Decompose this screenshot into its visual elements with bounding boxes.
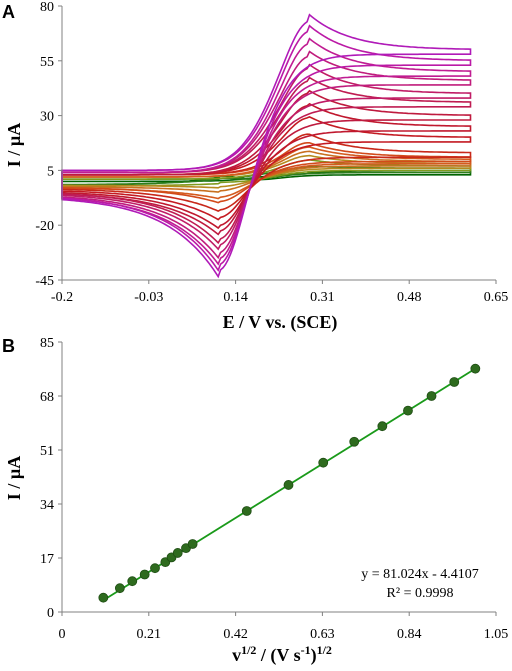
scan-y-tick-label: 34 bbox=[40, 498, 54, 513]
scan-rate-chart: 85 68 51 34 17 0 0 0.21 0.42 0.63 0.84 1.05 I / µA… bbox=[4, 336, 508, 666]
panel-b-letter: B bbox=[2, 336, 15, 356]
data-point bbox=[127, 576, 138, 587]
cv-y-tick-label: 30 bbox=[40, 110, 54, 125]
scan-y-axis-title: I / µA bbox=[4, 456, 24, 500]
cv-y-axis-title: I / µA bbox=[4, 123, 24, 167]
data-point bbox=[114, 583, 125, 594]
scan-x-tick-label: 1.05 bbox=[484, 627, 509, 642]
scan-x-tick-label: 0.84 bbox=[397, 627, 422, 642]
cv-x-tick-label: -0.2 bbox=[51, 290, 73, 305]
data-point bbox=[187, 539, 198, 549]
scan-x-ticks: 0 0.21 0.42 0.63 0.84 1.05 bbox=[59, 612, 509, 642]
data-point bbox=[241, 506, 252, 516]
scan-y-tick-label: 51 bbox=[40, 444, 54, 459]
cv-x-axis-title: E / V vs. (SCE) bbox=[223, 312, 338, 333]
cv-curve bbox=[61, 89, 472, 236]
cv-y-tick-label: 55 bbox=[40, 55, 54, 70]
data-point bbox=[349, 436, 360, 447]
cv-x-tick-label: 0.14 bbox=[223, 290, 248, 305]
data-point bbox=[283, 480, 294, 490]
scan-y-tick-label: 17 bbox=[40, 552, 54, 567]
regression-equation: y = 81.024x - 4.4107 bbox=[361, 567, 479, 582]
data-point bbox=[139, 569, 150, 580]
scan-x-tick-label: 0 bbox=[59, 627, 66, 642]
cv-x-tick-label: -0.03 bbox=[134, 290, 163, 305]
data-point bbox=[377, 421, 388, 432]
cv-y-tick-label: 80 bbox=[40, 0, 54, 15]
data-point bbox=[403, 405, 413, 416]
data-point bbox=[150, 563, 160, 574]
cv-x-ticks: -0.2 -0.03 0.14 0.31 0.48 0.65 bbox=[51, 280, 508, 305]
cv-x-tick-label: 0.31 bbox=[310, 290, 335, 305]
data-point bbox=[98, 592, 109, 603]
cv-y-tick-label: -45 bbox=[35, 274, 54, 289]
cv-y-tick-label: 5 bbox=[47, 164, 54, 179]
scan-y-tick-label: 85 bbox=[40, 336, 54, 351]
data-point bbox=[318, 457, 329, 468]
cv-x-tick-label: 0.65 bbox=[484, 290, 509, 305]
data-point bbox=[426, 391, 437, 401]
scan-points bbox=[98, 363, 481, 603]
cv-curve bbox=[61, 158, 472, 187]
data-point bbox=[172, 548, 183, 558]
r-squared-label: R² = 0.9998 bbox=[387, 586, 454, 601]
scan-y-ticks: 85 68 51 34 17 0 bbox=[40, 336, 62, 621]
data-point bbox=[449, 377, 460, 387]
cv-curve bbox=[61, 13, 472, 279]
cv-curves bbox=[61, 13, 472, 279]
scan-x-tick-label: 0.63 bbox=[310, 627, 335, 642]
scan-y-tick-label: 0 bbox=[47, 606, 54, 621]
cv-y-tick-label: -20 bbox=[35, 219, 54, 234]
panel-a-letter: A bbox=[2, 2, 15, 22]
cv-curve bbox=[61, 37, 472, 266]
cv-x-tick-label: 0.48 bbox=[397, 290, 422, 305]
scan-x-axis-title: v1/2 / (V s-1)1/2 bbox=[232, 643, 332, 666]
cv-y-ticks: 80 55 30 5 -20 -45 bbox=[35, 0, 62, 289]
scan-x-tick-label: 0.42 bbox=[223, 627, 248, 642]
scan-y-tick-label: 68 bbox=[40, 390, 54, 405]
data-point bbox=[470, 363, 481, 374]
cv-curve bbox=[61, 146, 472, 200]
scan-x-tick-label: 0.21 bbox=[137, 627, 162, 642]
